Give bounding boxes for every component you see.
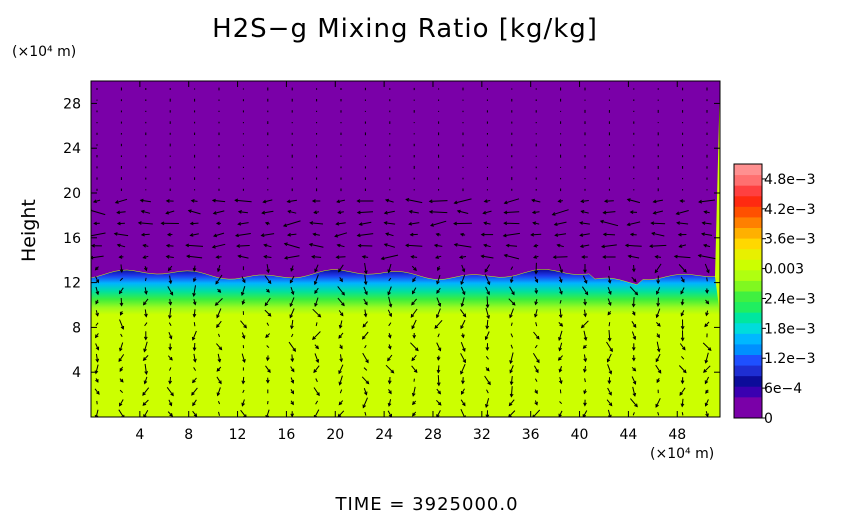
y-tick-label: 8 <box>72 320 81 336</box>
colorbar-label: 0.003 <box>764 262 804 278</box>
y-axis-unit: (×10⁴ m) <box>12 44 77 60</box>
colorbar-frame <box>733 163 763 419</box>
x-tick-label: 36 <box>522 427 540 443</box>
wind-vectors <box>91 87 716 417</box>
colorbar-swatch <box>734 386 762 398</box>
x-tick-label: 40 <box>571 427 589 443</box>
colorbar-label: 3.6e−3 <box>764 232 816 248</box>
colorbar-swatch <box>734 164 762 176</box>
y-tick-label: 12 <box>63 276 81 292</box>
colorbar-label: 6e−4 <box>764 381 802 397</box>
x-tick-label: 44 <box>619 427 637 443</box>
colorbar-swatch <box>734 280 762 292</box>
x-tick-label: 20 <box>326 427 344 443</box>
colorbar-swatch <box>734 259 762 271</box>
colorbar-swatch <box>734 291 762 303</box>
x-tick-label: 4 <box>135 427 144 443</box>
colorbar-swatch <box>734 396 762 408</box>
mixing-ratio-field <box>91 81 720 417</box>
colorbar-swatch <box>734 227 762 239</box>
colorbar-swatch <box>734 312 762 324</box>
y-tick-label: 24 <box>63 141 81 157</box>
colorbar-swatch <box>734 301 762 313</box>
colorbar-swatch <box>734 343 762 355</box>
chart-title: H2S−g Mixing Ratio [kg/kg] <box>212 14 598 44</box>
colorbar: 4.8e−3 4.2e−3 3.6e−3 0.003 2.4e−3 1.8e−3 1.2e−… <box>733 163 816 427</box>
y-tick-label: 28 <box>63 96 81 112</box>
colorbar-swatch <box>734 216 762 228</box>
x-tick-label: 28 <box>424 427 442 443</box>
x-tick-label: 16 <box>278 427 296 443</box>
y-tick-label: 20 <box>63 186 81 202</box>
colorbar-label: 0 <box>764 411 773 427</box>
y-tick-label: 16 <box>63 231 81 247</box>
colorbar-swatch <box>734 407 762 419</box>
colorbar-swatch <box>734 269 762 281</box>
colorbar-label: 2.4e−3 <box>764 291 816 307</box>
time-footer: TIME = 3925000.0 <box>335 494 519 515</box>
x-tick-label: 48 <box>668 427 686 443</box>
x-tick-label: 12 <box>229 427 247 443</box>
x-tick-label: 8 <box>184 427 193 443</box>
colorbar-label: 4.2e−3 <box>764 202 816 218</box>
colorbar-swatch <box>734 248 762 260</box>
colorbar-swatch <box>734 206 762 218</box>
colorbar-swatch <box>734 174 762 186</box>
colorbar-swatch <box>734 238 762 250</box>
x-tick-label: 24 <box>375 427 393 443</box>
y-axis: 4 8 12 16 20 24 28 <box>63 96 720 381</box>
x-axis-unit: (×10⁴ m) <box>650 446 715 462</box>
colorbar-swatch <box>734 322 762 334</box>
interface-band <box>91 269 720 315</box>
y-tick-label: 4 <box>72 365 81 381</box>
upper-layer <box>91 81 720 285</box>
colorbar-swatch <box>734 185 762 197</box>
colorbar-swatch <box>734 354 762 366</box>
colorbar-swatch <box>734 375 762 387</box>
x-tick-label: 32 <box>473 427 491 443</box>
colorbar-label: 1.8e−3 <box>764 321 816 337</box>
plot-frame <box>90 80 721 418</box>
colorbar-swatch <box>734 365 762 377</box>
colorbar-swatch <box>734 333 762 345</box>
colorbar-label: 1.2e−3 <box>764 351 816 367</box>
x-axis: 4 8 12 16 20 24 28 32 36 40 44 48 <box>135 81 686 443</box>
colorbar-swatch <box>734 195 762 207</box>
colorbar-label: 4.8e−3 <box>764 172 816 188</box>
